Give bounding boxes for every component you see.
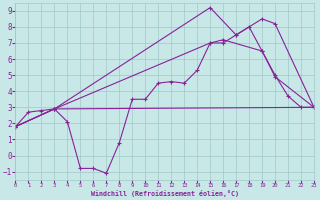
X-axis label: Windchill (Refroidissement éolien,°C): Windchill (Refroidissement éolien,°C)	[91, 190, 239, 197]
